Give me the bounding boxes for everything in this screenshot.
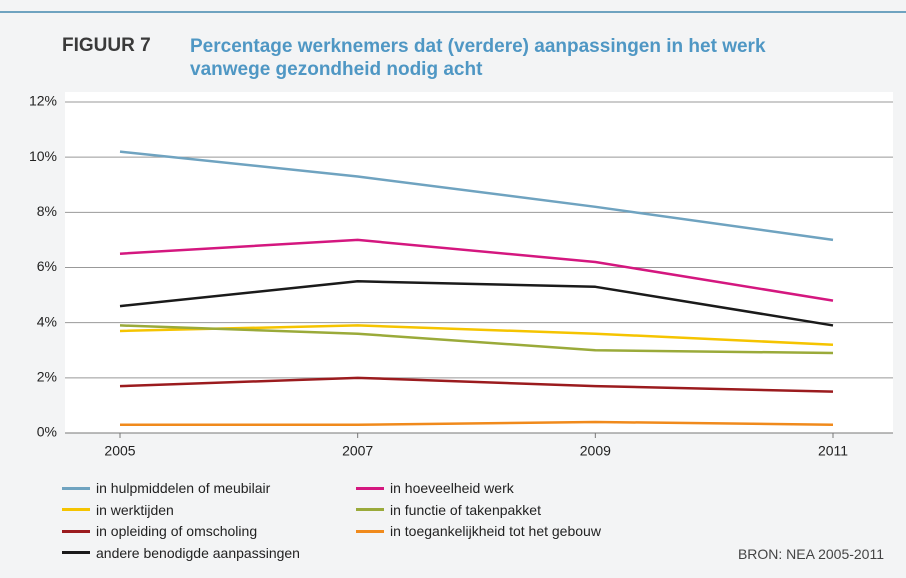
x-tick-label: 2005 bbox=[104, 443, 135, 459]
series-line bbox=[119, 150, 834, 242]
legend-label: andere benodigde aanpassingen bbox=[96, 544, 300, 561]
legend-item: in functie of takenpakket bbox=[356, 502, 541, 518]
legend-swatch bbox=[356, 508, 384, 511]
legend-label: in hoeveelheid werk bbox=[390, 480, 514, 496]
legend-swatch bbox=[62, 529, 90, 533]
x-tick-label: 2007 bbox=[342, 443, 373, 459]
x-tick-label: 2011 bbox=[818, 443, 848, 459]
legend-label: in opleiding of omscholing bbox=[96, 523, 258, 539]
top-rule bbox=[0, 11, 906, 13]
legend-item: andere benodigde aanpassingen bbox=[62, 545, 300, 561]
series-line bbox=[120, 420, 834, 426]
legend-label: in werktijden bbox=[96, 501, 174, 518]
legend-swatch bbox=[62, 551, 90, 554]
x-tick-label: 2009 bbox=[580, 443, 611, 459]
y-tick-label: 4% bbox=[37, 313, 57, 329]
legend-swatch bbox=[356, 529, 384, 533]
legend-label: in hulpmiddelen of meubilair bbox=[96, 480, 271, 496]
series-line bbox=[119, 376, 834, 393]
legend-item: in werktijden bbox=[62, 502, 174, 518]
y-tick-label: 12% bbox=[29, 93, 57, 109]
source: BRON: NEA 2005-2011 bbox=[737, 546, 884, 562]
series-line bbox=[119, 238, 834, 302]
series-line bbox=[119, 280, 834, 327]
series-line bbox=[119, 324, 834, 346]
y-tick-label: 0% bbox=[37, 424, 57, 440]
legend-swatch bbox=[62, 508, 90, 511]
y-tick-label: 8% bbox=[37, 203, 57, 219]
legend-swatch bbox=[356, 486, 384, 490]
y-tick-label: 10% bbox=[29, 148, 57, 164]
legend-item: in hulpmiddelen of meubilair bbox=[62, 480, 270, 496]
y-tick-label: 2% bbox=[37, 369, 57, 385]
legend-item: in toegankelijkheid tot het gebouw bbox=[356, 523, 601, 539]
legend-label: in toegankelijkheid tot het gebouw bbox=[390, 523, 601, 539]
legend-label: in functie of takenpakket bbox=[390, 501, 541, 518]
chart-title: Percentage werknemers dat (verdere) aanp… bbox=[190, 36, 766, 80]
plot-area bbox=[65, 92, 893, 433]
legend-swatch bbox=[62, 486, 90, 490]
legend-item: in hoeveelheid werk bbox=[356, 480, 514, 496]
figure-label: FIGUUR 7 bbox=[62, 35, 151, 56]
legend-item: in opleiding of omscholing bbox=[62, 523, 257, 539]
y-tick-label: 6% bbox=[37, 258, 57, 274]
series-line bbox=[119, 324, 834, 355]
